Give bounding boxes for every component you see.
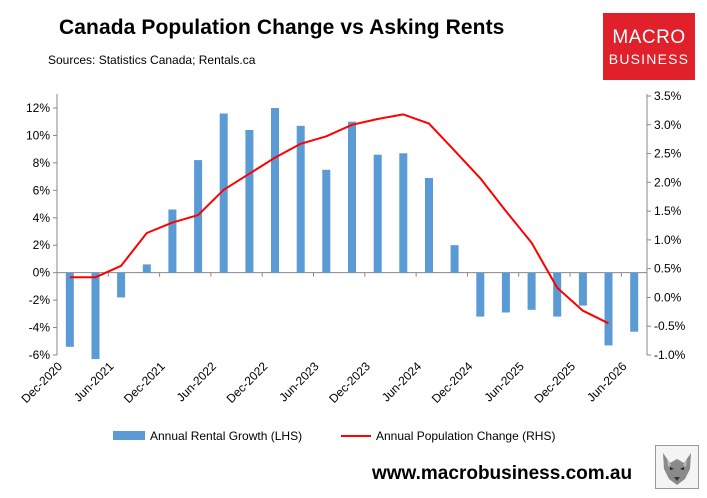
x-axis-tick-label: Dec-2025 [531,359,578,406]
right-axis-tick-label: -0.5% [654,319,686,333]
rental-growth-bar [271,108,279,273]
logo-line-2: BUSINESS [608,50,690,67]
rental-growth-bar [630,272,639,332]
population-change-line [69,113,609,325]
right-axis-tick-label: 2.0% [654,175,682,189]
right-axis-tick-label: 1.5% [654,204,682,218]
right-axis-tick-label: 3.0% [654,118,682,132]
right-axis-tick-label: 0.0% [654,290,682,304]
left-axis-tick-label: 6% [33,183,51,197]
rental-growth-bar [245,130,254,273]
rental-growth-bar [348,121,356,273]
chart-subtitle: Sources: Statistics Canada; Rentals.ca [48,53,256,67]
left-axis-tick-label: -4% [29,321,51,335]
right-axis-tick-label: 0.5% [654,262,682,276]
rental-growth-bar [399,153,408,273]
rental-growth-bar [450,245,459,273]
left-axis-tick-label: 12% [26,101,50,115]
x-axis-tick-label: Jun-2024 [379,359,425,405]
rental-growth-bar [604,272,613,346]
legend-bar-swatch [113,431,145,440]
rental-growth-bar [476,272,485,317]
left-axis-tick-label: 0% [33,266,51,280]
rental-growth-bar [501,272,510,313]
rental-growth-bar [553,272,562,317]
rental-growth-bar [142,264,151,273]
right-axis-tick-label: 1.0% [654,233,682,247]
legend-bar-label: Annual Rental Growth (LHS) [150,429,302,443]
wolf-logo-icon [655,445,699,489]
rental-growth-bar [425,178,433,273]
rental-growth-bar [168,209,177,273]
left-axis-tick-label: 10% [26,128,50,142]
rental-growth-bar [194,160,203,273]
x-axis-tick-label: Dec-2024 [429,359,476,406]
macrobusiness-logo: MACRO BUSINESS [603,13,695,80]
rental-growth-bar [91,272,100,360]
right-axis-tick-label: 3.5% [654,89,682,103]
rental-growth-bar [578,272,587,306]
legend-line-label: Annual Population Change (RHS) [376,429,555,443]
left-axis-tick-label: -6% [29,348,51,362]
x-axis-tick-label: Jun-2021 [71,359,117,405]
x-axis-tick-label: Jun-2026 [584,359,630,405]
x-axis-tick-label: Jun-2022 [174,359,220,405]
rental-growth-bar [219,113,228,273]
x-axis-tick-label: Dec-2021 [121,359,168,406]
x-axis-tick-label: Jun-2023 [276,359,322,405]
right-axis-tick-label: 2.5% [654,147,682,161]
logo-line-1: MACRO [612,26,686,48]
rental-growth-bar [373,154,382,273]
left-axis-tick-label: 2% [33,238,51,252]
x-axis-tick-label: Dec-2023 [326,359,373,406]
x-axis-tick-label: Dec-2020 [18,359,65,406]
right-axis-tick-label: -1.0% [654,348,686,362]
left-axis-tick-label: 8% [33,156,51,170]
left-axis-tick-label: -2% [29,293,51,307]
rental-growth-bar [527,272,536,310]
x-axis-tick-label: Dec-2022 [224,359,271,406]
x-axis-tick-label: Jun-2025 [482,359,528,405]
rental-growth-bar [296,125,305,273]
footer-url: www.macrobusiness.com.au [372,463,633,484]
chart-title: Canada Population Change vs Asking Rents [59,16,505,39]
rental-growth-bar [117,272,126,298]
rental-growth-bar [65,272,74,347]
rental-growth-bar [322,169,331,273]
left-axis-tick-label: 4% [33,211,51,225]
